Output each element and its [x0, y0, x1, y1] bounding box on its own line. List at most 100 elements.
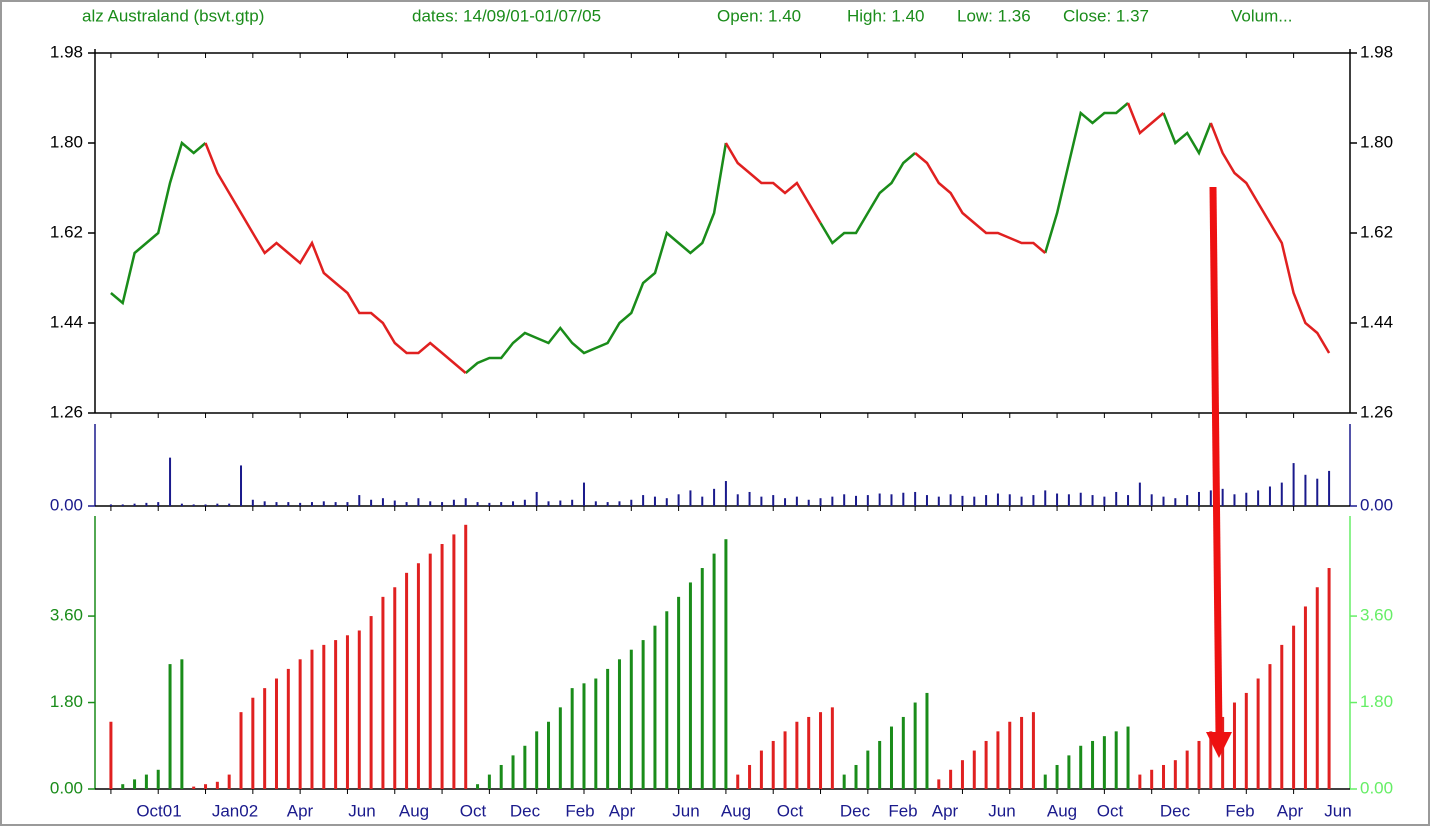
y-tick-label-right: 0.00 — [1360, 778, 1393, 797]
x-tick-label: Jun — [988, 801, 1015, 820]
x-tick-label: Oct — [777, 801, 804, 820]
x-tick-label: Feb — [1225, 801, 1254, 820]
volume-bar — [1091, 495, 1094, 506]
volume-bar — [1292, 463, 1295, 506]
volume-bar — [251, 499, 254, 506]
x-tick-label: Apr — [932, 801, 959, 820]
indicator-bar — [1055, 764, 1059, 789]
indicator-bar — [972, 750, 976, 789]
indicator-bar — [1268, 664, 1272, 789]
indicator-bar — [1244, 692, 1248, 789]
indicator-bar — [322, 644, 326, 789]
y-tick-label-right: 1.80 — [1360, 132, 1393, 151]
indicator-bar — [866, 750, 870, 789]
volume-bar — [240, 465, 243, 506]
volume-bar — [1032, 495, 1035, 506]
volume-bar — [807, 499, 810, 506]
y-tick-label-left: 1.80 — [50, 692, 83, 711]
volume-bar — [1328, 470, 1331, 506]
indicator-bar — [949, 769, 953, 789]
indicator-bar — [523, 745, 527, 789]
indicator-bar — [1232, 702, 1236, 789]
volume-bar — [1056, 493, 1059, 506]
indicator-bar — [121, 784, 125, 789]
indicator-bar — [1292, 625, 1296, 789]
indicator-bar — [748, 764, 752, 789]
indicator-bar — [1303, 606, 1307, 789]
x-tick-label: Feb — [888, 801, 917, 820]
indicator-bar — [452, 534, 456, 789]
y-tick-label-right: 1.62 — [1360, 222, 1393, 241]
x-tick-label: Jun — [672, 801, 699, 820]
x-tick-label: Oct — [1097, 801, 1124, 820]
volume-bar — [287, 502, 290, 506]
indicator-bar — [204, 784, 208, 789]
volume-bar — [1197, 491, 1200, 506]
volume-bar — [1186, 495, 1189, 506]
header-text: High: 1.40 — [847, 6, 925, 25]
indicator-bar — [168, 664, 172, 789]
indicator-bar — [925, 692, 929, 789]
y-tick-label-left: 0.00 — [50, 495, 83, 514]
indicator-bar — [665, 611, 669, 789]
indicator-bar — [1185, 750, 1189, 789]
volume-bar — [417, 498, 420, 506]
indicator-bar — [215, 781, 219, 789]
volume-bar — [890, 494, 893, 506]
volume-bar — [866, 495, 869, 506]
indicator-bar — [133, 779, 137, 789]
volume-bar — [512, 501, 515, 506]
price-line — [110, 102, 1212, 374]
volume-bar — [985, 495, 988, 506]
indicator-bar — [759, 750, 763, 789]
indicator-bar — [440, 544, 444, 789]
volume-bar — [914, 491, 917, 506]
volume-bar — [925, 495, 928, 506]
volume-bar — [1044, 490, 1047, 506]
x-tick-label: Apr — [287, 801, 314, 820]
indicator-bar — [901, 716, 905, 789]
x-tick-label: Apr — [1277, 801, 1304, 820]
indicator-bar — [1150, 769, 1154, 789]
volume-bar — [1209, 490, 1212, 506]
volume-bar — [488, 502, 491, 506]
x-tick-label: Jun — [1324, 801, 1351, 820]
indicator-bar — [1114, 731, 1118, 789]
volume-bar — [689, 490, 692, 506]
x-tick-label: Oct — [460, 801, 487, 820]
indicator-bar — [688, 582, 692, 789]
volume-bar — [1067, 494, 1070, 506]
volume-bar — [571, 499, 574, 506]
volume-bar — [180, 503, 183, 506]
x-tick-label: Aug — [721, 801, 751, 820]
indicator-bar — [1221, 716, 1225, 789]
volume-bar — [547, 501, 550, 506]
indicator-bar — [1020, 716, 1024, 789]
volume-bar — [204, 504, 207, 506]
volume-bar — [819, 498, 822, 506]
volume-bar — [902, 492, 905, 506]
indicator-bar — [842, 774, 846, 789]
indicator-bar — [405, 572, 409, 789]
volume-bar — [701, 496, 704, 506]
volume-bar — [1316, 478, 1319, 506]
indicator-bar — [416, 563, 420, 789]
indicator-bar — [819, 712, 823, 789]
volume-bar — [772, 495, 775, 506]
indicator-bar — [369, 616, 373, 789]
arrow-head — [1206, 732, 1232, 758]
volume-bar — [831, 496, 834, 506]
volume-bar — [275, 502, 278, 506]
indicator-bar — [1091, 740, 1095, 789]
indicator-bar — [487, 774, 491, 789]
indicator-bar — [736, 774, 740, 789]
volume-bar — [464, 498, 467, 506]
indicator-bar — [345, 635, 349, 789]
volume-bar — [1233, 494, 1236, 506]
indicator-bar — [180, 659, 184, 789]
volume-bar — [795, 496, 798, 506]
indicator-bar — [535, 731, 539, 789]
volume-bar — [523, 499, 526, 506]
volume-bar — [405, 502, 408, 506]
y-tick-label-right: 0.00 — [1360, 495, 1393, 514]
